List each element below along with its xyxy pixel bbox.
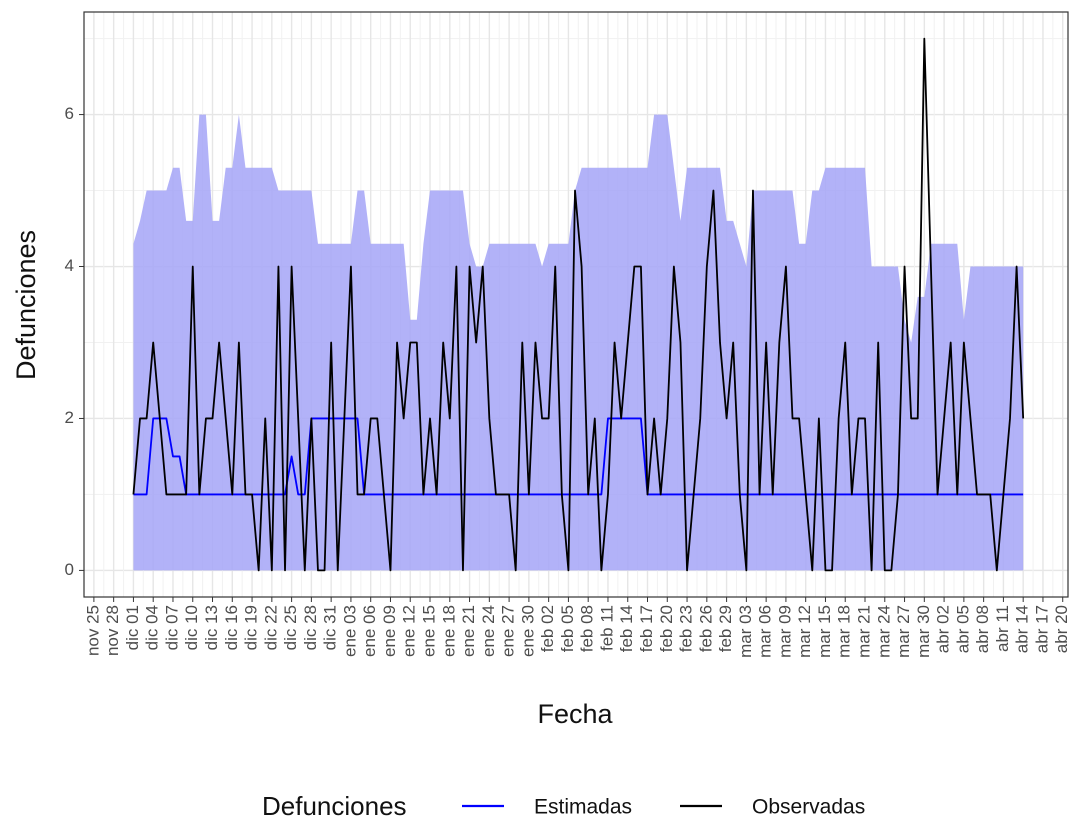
x-tick-label: abr 08 [973, 605, 992, 653]
x-tick-label: ene 09 [380, 605, 399, 657]
x-tick-label: ene 12 [400, 605, 419, 657]
x-tick-label: ene 30 [518, 605, 537, 657]
x-tick-label: mar 15 [815, 605, 834, 658]
x-tick-label: feb 29 [716, 605, 735, 652]
x-tick-label: abr 02 [934, 605, 953, 653]
x-tick-label: abr 17 [1032, 605, 1051, 653]
x-tick-label: nov 25 [83, 605, 102, 656]
y-tick-label: 0 [65, 560, 74, 579]
x-tick-label: mar 03 [736, 605, 755, 658]
x-tick-label: ene 06 [360, 605, 379, 657]
legend-label: Estimadas [534, 796, 632, 819]
x-tick-label: nov 28 [103, 605, 122, 656]
x-tick-label: ene 27 [499, 605, 518, 657]
legend: Estimadas Observadas [462, 796, 865, 819]
y-tick-label: 4 [65, 256, 74, 275]
x-tick-label: feb 17 [637, 605, 656, 652]
x-tick-label: feb 14 [617, 605, 636, 652]
series-line [133, 417, 1024, 496]
x-tick-label: feb 26 [696, 605, 715, 652]
x-tick-label: dic 31 [321, 605, 340, 650]
y-tick-label: 2 [65, 408, 74, 427]
x-tick-label: mar 06 [756, 605, 775, 658]
x-tick-label: ene 21 [459, 605, 478, 657]
x-tick-label: feb 02 [538, 605, 557, 652]
x-tick-label: dic 16 [222, 605, 241, 650]
x-tick-label: dic 22 [261, 605, 280, 650]
y-tick-label: 6 [65, 104, 74, 123]
x-tick-label: feb 08 [578, 605, 597, 652]
x-tick-label: mar 21 [854, 605, 873, 658]
x-tick-label: abr 20 [1052, 605, 1071, 653]
series-line [132, 37, 1025, 572]
x-tick-label: mar 09 [775, 605, 794, 658]
x-tick-label: mar 30 [914, 605, 933, 658]
x-tick-label: dic 28 [301, 605, 320, 650]
x-tick-label: ene 24 [479, 605, 498, 657]
x-tick-label: abr 14 [1013, 605, 1032, 653]
legend-title: Defunciones [262, 791, 407, 821]
x-tick-label: dic 10 [182, 605, 201, 650]
x-tick-label: mar 18 [835, 605, 854, 658]
x-tick-label: dic 01 [123, 605, 142, 650]
x-tick-label: mar 12 [795, 605, 814, 658]
x-tick-label: abr 05 [953, 605, 972, 653]
x-tick-label: dic 04 [143, 605, 162, 650]
y-axis-title: Defunciones [11, 230, 41, 380]
marks [132, 37, 1025, 572]
x-tick-label: feb 20 [657, 605, 676, 652]
x-tick-label: ene 15 [419, 605, 438, 657]
x-tick-label: abr 11 [993, 605, 1012, 652]
x-tick-label: dic 13 [202, 605, 221, 650]
x-tick-label: dic 07 [162, 605, 181, 650]
legend-label: Observadas [752, 796, 865, 819]
x-tick-label: mar 27 [894, 605, 913, 658]
x-tick-label: dic 25 [281, 605, 300, 650]
x-tick-label: feb 05 [558, 605, 577, 652]
x-axis-title: Fecha [537, 699, 613, 729]
x-tick-label: ene 03 [340, 605, 359, 657]
x-tick-label: mar 24 [874, 605, 893, 658]
panel-border [83, 11, 1069, 598]
x-tick-label: feb 23 [677, 605, 696, 652]
x-tick-label: ene 18 [439, 605, 458, 657]
x-tick-label: dic 19 [242, 605, 261, 650]
x-tick-label: feb 11 [597, 605, 616, 651]
